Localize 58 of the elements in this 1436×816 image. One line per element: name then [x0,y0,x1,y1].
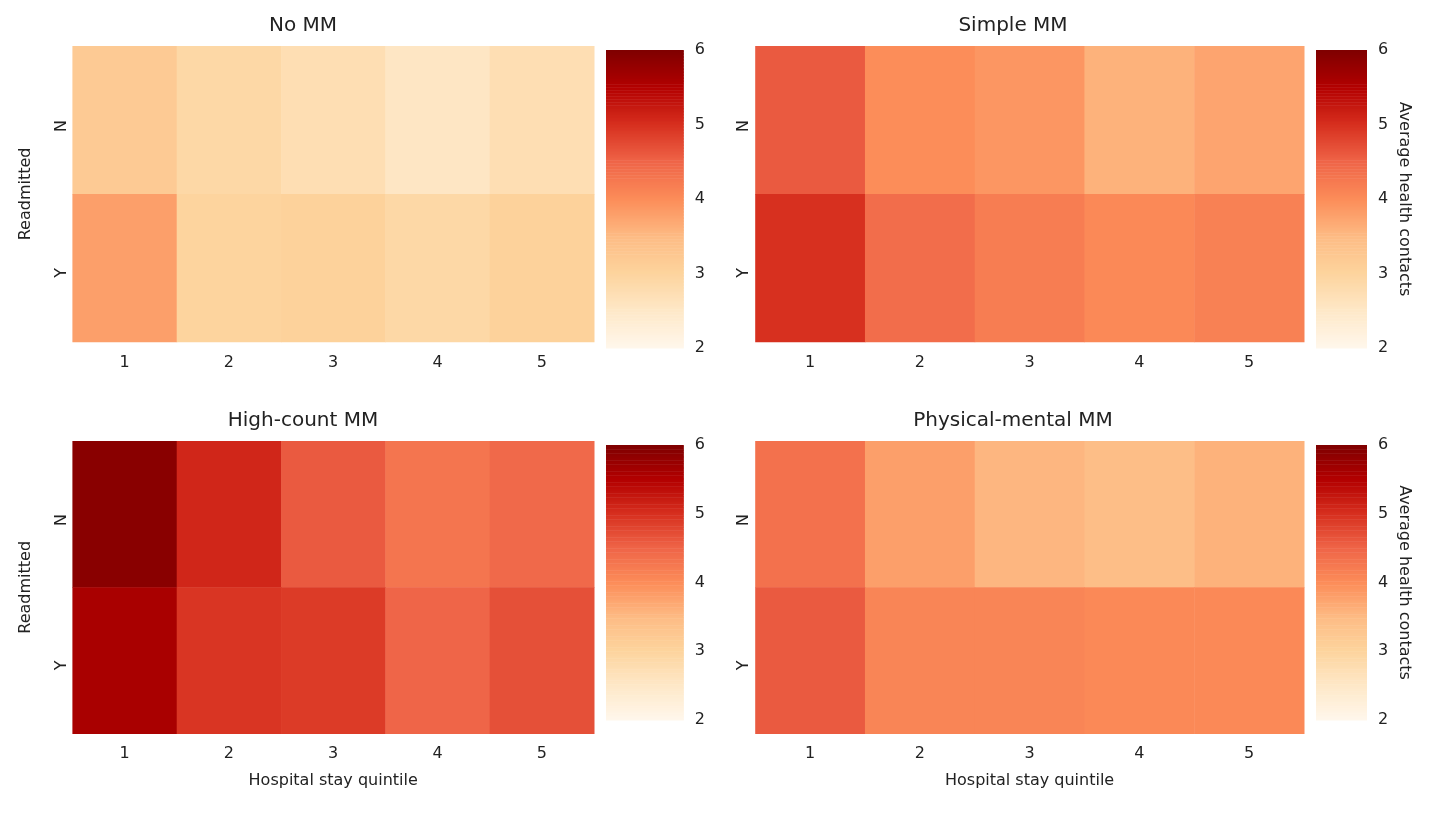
y-axis-title: Readmitted [14,540,34,634]
color-bar-label: 5 [1378,502,1389,522]
color-bar-label: 4 [694,571,706,591]
color-bar-label: 2 [1378,337,1389,357]
chart-title: High-count MM [227,407,379,432]
color-bar-label: 3 [694,640,706,660]
x-tick-label: 4 [1134,743,1145,763]
color-bar-label: 6 [1378,39,1389,59]
x-tick-label: 5 [536,743,547,763]
x-tick-label: 2 [914,351,925,371]
y-tick-label: N [733,514,753,527]
x-tick-label: 4 [432,351,443,371]
y-tick-label: N [50,119,70,132]
x-tick-label: 1 [119,743,130,763]
chart-title: Physical-mental MM [913,407,1113,432]
y-tick-label: Y [50,660,70,672]
y-axis-title: Readmitted [14,147,34,241]
y-tick-label: Y [733,660,753,672]
color-bar-label: 6 [694,434,706,454]
color-bar-label: 3 [1378,262,1389,282]
color-bar-label: 3 [1378,640,1389,660]
x-tick-label: 3 [1024,351,1035,371]
y-tick-label: N [50,514,70,527]
chart-title: Simple MM [958,12,1068,37]
color-bar-label: 4 [1378,188,1389,208]
color-bar-label: 2 [1378,709,1389,729]
x-tick-label: 1 [804,743,816,763]
x-tick-label: 3 [1024,743,1035,763]
x-tick-label: 3 [328,351,339,371]
x-tick-label: 4 [432,743,443,763]
x-tick-label: 2 [223,743,234,763]
x-tick-label: 2 [223,351,234,371]
y-tick-label: Y [50,267,70,279]
x-axis-title: Hospital stay quintile [248,769,418,789]
color-bar-label: 5 [694,502,706,522]
color-bar-title: Average health contacts [1396,101,1416,297]
color-bar-label: 5 [694,113,706,133]
color-bar-label: 6 [694,39,706,59]
color-bar-label: 3 [694,262,706,282]
color-bar-label: 4 [1378,571,1389,591]
x-axis-title: Hospital stay quintile [944,769,1115,789]
x-tick-label: 5 [1244,351,1255,371]
x-tick-label: 5 [1244,743,1255,763]
x-tick-label: 1 [119,351,130,371]
x-tick-label: 3 [328,743,339,763]
x-tick-label: 1 [804,351,816,371]
color-bar-label: 2 [694,709,706,729]
color-bar-label: 4 [694,188,706,208]
chart-title: No MM [268,12,338,37]
color-bar-label: 6 [1378,434,1389,454]
color-bar-label: 2 [694,337,706,357]
y-tick-label: N [733,119,753,132]
x-tick-label: 4 [1134,351,1145,371]
y-tick-label: Y [733,267,753,279]
color-bar-title: Average health contacts [1396,485,1416,680]
color-bar-label: 5 [1378,113,1389,133]
x-tick-label: 5 [536,351,547,371]
x-tick-label: 2 [914,743,925,763]
